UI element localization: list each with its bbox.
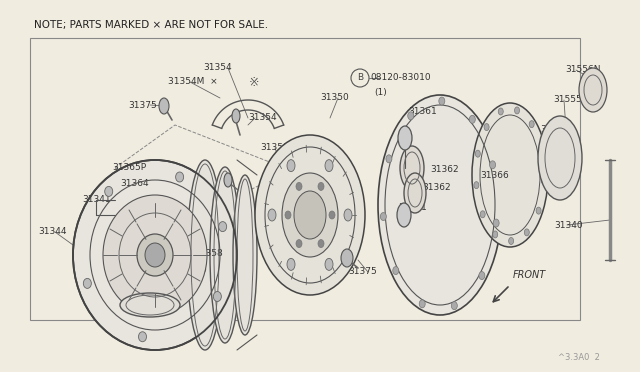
- Ellipse shape: [472, 103, 548, 247]
- Ellipse shape: [285, 211, 291, 219]
- Ellipse shape: [451, 302, 458, 310]
- Ellipse shape: [404, 173, 426, 213]
- Ellipse shape: [282, 173, 338, 257]
- Ellipse shape: [378, 95, 502, 315]
- Ellipse shape: [329, 211, 335, 219]
- Text: 31556N: 31556N: [565, 65, 600, 74]
- Text: 08120-83010: 08120-83010: [370, 74, 431, 83]
- Text: B: B: [357, 74, 363, 83]
- Text: ※: ※: [249, 76, 259, 89]
- Ellipse shape: [325, 160, 333, 171]
- Ellipse shape: [233, 175, 257, 335]
- Bar: [30, 38, 580, 320]
- Text: 31354M  ×: 31354M ×: [168, 77, 218, 87]
- Ellipse shape: [73, 160, 237, 350]
- Ellipse shape: [341, 249, 353, 267]
- Text: 31350: 31350: [320, 93, 349, 103]
- Ellipse shape: [138, 332, 147, 342]
- Ellipse shape: [296, 182, 302, 190]
- Ellipse shape: [210, 167, 240, 343]
- Text: 31364: 31364: [120, 179, 148, 187]
- Ellipse shape: [318, 240, 324, 248]
- Ellipse shape: [393, 267, 399, 275]
- Ellipse shape: [469, 115, 476, 124]
- Ellipse shape: [287, 160, 295, 171]
- Ellipse shape: [400, 146, 424, 190]
- Text: 31358: 31358: [194, 250, 223, 259]
- Ellipse shape: [187, 160, 223, 350]
- Ellipse shape: [509, 237, 514, 244]
- Ellipse shape: [219, 222, 227, 232]
- Ellipse shape: [232, 109, 240, 123]
- Ellipse shape: [493, 231, 498, 238]
- Ellipse shape: [386, 155, 392, 163]
- Ellipse shape: [439, 97, 445, 105]
- Ellipse shape: [325, 259, 333, 270]
- Ellipse shape: [145, 243, 165, 267]
- Text: FRONT: FRONT: [513, 270, 547, 280]
- Ellipse shape: [476, 150, 481, 157]
- Ellipse shape: [380, 212, 387, 221]
- Ellipse shape: [397, 203, 411, 227]
- Ellipse shape: [419, 300, 425, 308]
- Text: 31362M: 31362M: [140, 305, 177, 314]
- Ellipse shape: [120, 293, 180, 317]
- Ellipse shape: [287, 259, 295, 270]
- Ellipse shape: [515, 107, 520, 114]
- Text: 31366: 31366: [480, 170, 509, 180]
- Text: 31354: 31354: [204, 64, 232, 73]
- Ellipse shape: [296, 240, 302, 248]
- Ellipse shape: [255, 135, 365, 295]
- Ellipse shape: [479, 272, 485, 280]
- Ellipse shape: [175, 172, 184, 182]
- Text: 31356: 31356: [178, 266, 207, 275]
- Ellipse shape: [344, 209, 352, 221]
- Ellipse shape: [524, 229, 529, 236]
- Ellipse shape: [474, 182, 479, 189]
- Ellipse shape: [318, 182, 324, 190]
- Ellipse shape: [268, 209, 276, 221]
- Text: ※: ※: [291, 148, 301, 161]
- Ellipse shape: [137, 234, 173, 276]
- Ellipse shape: [529, 121, 534, 128]
- Text: 31528: 31528: [540, 125, 568, 135]
- Ellipse shape: [103, 195, 207, 315]
- Text: NOTE; PARTS MARKED × ARE NOT FOR SALE.: NOTE; PARTS MARKED × ARE NOT FOR SALE.: [34, 20, 268, 30]
- Ellipse shape: [408, 112, 413, 120]
- Text: 31366M: 31366M: [162, 283, 198, 292]
- Text: 31362: 31362: [430, 166, 459, 174]
- Text: 31375: 31375: [128, 100, 157, 109]
- Ellipse shape: [493, 219, 499, 227]
- Ellipse shape: [159, 98, 169, 114]
- Ellipse shape: [536, 207, 541, 214]
- Ellipse shape: [213, 292, 221, 301]
- Text: (1): (1): [374, 89, 387, 97]
- Ellipse shape: [294, 191, 326, 239]
- Text: 31358: 31358: [260, 144, 289, 153]
- Ellipse shape: [579, 68, 607, 112]
- Text: 31361: 31361: [408, 108, 436, 116]
- Ellipse shape: [490, 161, 495, 169]
- Ellipse shape: [484, 124, 489, 131]
- Ellipse shape: [541, 177, 547, 184]
- Ellipse shape: [539, 146, 544, 153]
- Text: 31340: 31340: [554, 221, 582, 230]
- Ellipse shape: [398, 126, 412, 150]
- Text: 31375: 31375: [348, 267, 377, 276]
- Text: 31354: 31354: [248, 113, 276, 122]
- Ellipse shape: [105, 186, 113, 196]
- Text: 31362: 31362: [422, 183, 451, 192]
- Text: 31361: 31361: [398, 203, 427, 212]
- Ellipse shape: [499, 108, 503, 115]
- Text: 31341: 31341: [82, 196, 111, 205]
- Ellipse shape: [224, 173, 232, 187]
- Ellipse shape: [83, 278, 92, 288]
- Ellipse shape: [538, 116, 582, 200]
- Text: 31344: 31344: [38, 228, 67, 237]
- Text: ^3.3A0  2: ^3.3A0 2: [558, 353, 600, 362]
- Text: 31365P: 31365P: [112, 164, 146, 173]
- Ellipse shape: [480, 211, 485, 218]
- Text: 31555N: 31555N: [553, 96, 589, 105]
